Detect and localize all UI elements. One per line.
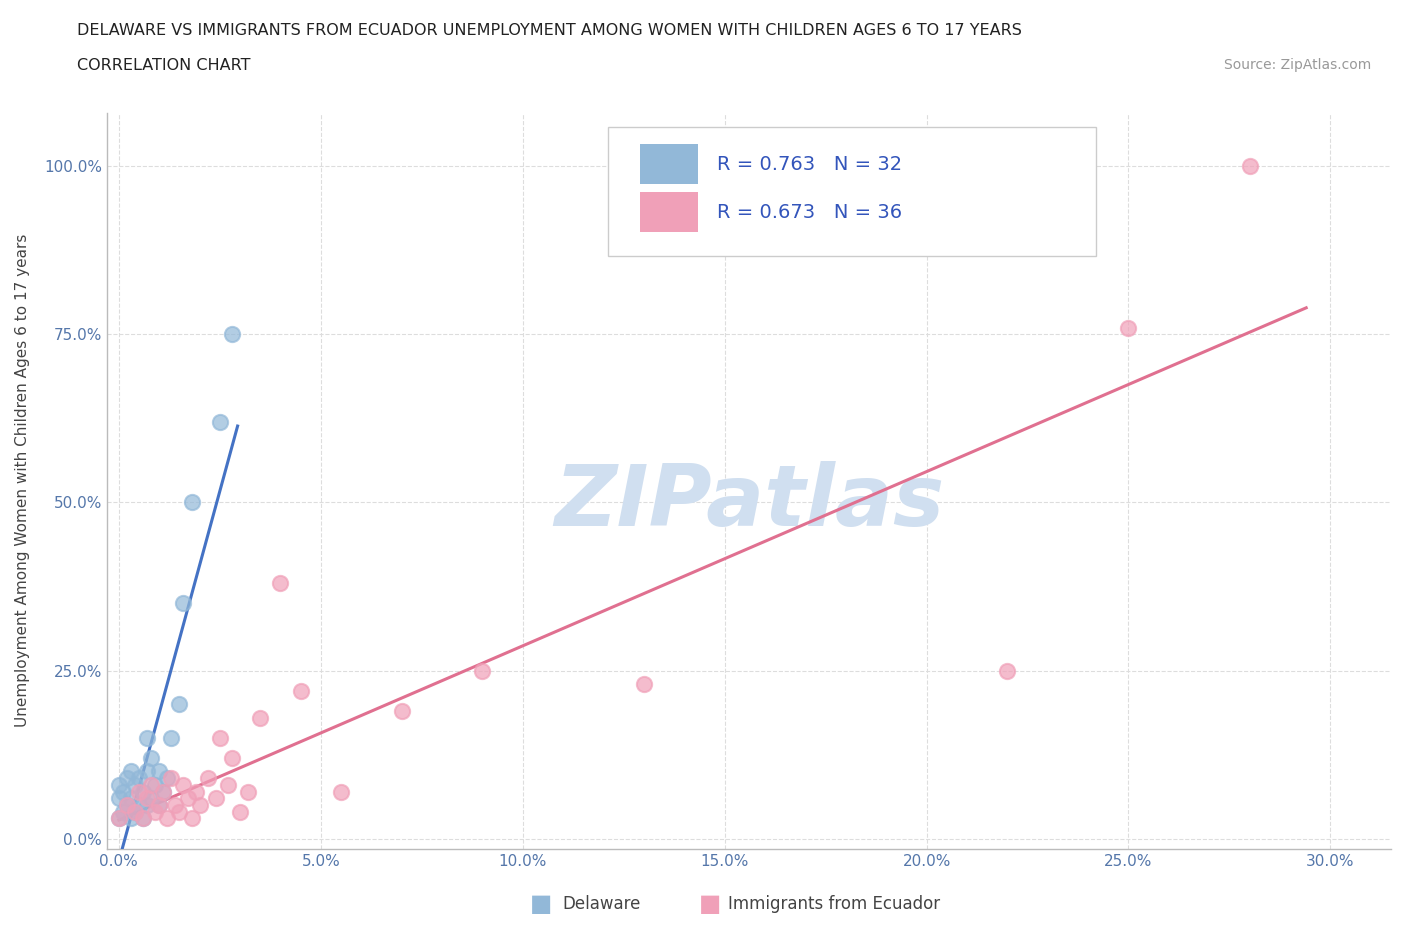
Point <box>221 751 243 765</box>
Text: Delaware: Delaware <box>562 895 641 913</box>
Point <box>995 663 1018 678</box>
Point <box>180 495 202 510</box>
Point <box>152 784 174 799</box>
Point <box>111 804 134 819</box>
Point <box>221 327 243 342</box>
Point <box>120 811 142 826</box>
Y-axis label: Unemployment Among Women with Children Ages 6 to 17 years: Unemployment Among Women with Children A… <box>15 234 30 727</box>
Point <box>184 784 207 799</box>
Point <box>148 764 170 778</box>
Point <box>229 804 252 819</box>
Text: Immigrants from Ecuador: Immigrants from Ecuador <box>728 895 941 913</box>
Point <box>290 684 312 698</box>
Point <box>120 790 142 805</box>
Point <box>165 798 187 813</box>
Point <box>136 790 159 805</box>
Point <box>391 703 413 718</box>
Point <box>132 784 155 799</box>
Point <box>115 798 138 813</box>
Point <box>132 811 155 826</box>
Text: ■: ■ <box>530 892 553 916</box>
FancyBboxPatch shape <box>607 127 1095 256</box>
Point <box>160 730 183 745</box>
Point <box>1239 159 1261 174</box>
Bar <box>640 192 697 232</box>
Point <box>156 771 179 786</box>
Point <box>141 751 163 765</box>
Point <box>120 764 142 778</box>
Point <box>111 784 134 799</box>
Point <box>143 777 166 792</box>
Point <box>197 771 219 786</box>
Point <box>160 771 183 786</box>
Point <box>217 777 239 792</box>
Point <box>1118 320 1140 335</box>
Point <box>172 777 194 792</box>
Text: ■: ■ <box>699 892 721 916</box>
Point <box>249 711 271 725</box>
Point <box>633 676 655 691</box>
Point <box>124 777 146 792</box>
Point <box>169 804 191 819</box>
Point <box>176 790 198 805</box>
Point <box>124 804 146 819</box>
Point <box>180 811 202 826</box>
Point <box>471 663 494 678</box>
Point <box>128 798 150 813</box>
Text: CORRELATION CHART: CORRELATION CHART <box>77 58 250 73</box>
Point <box>269 576 291 591</box>
Point <box>108 777 131 792</box>
Point <box>124 804 146 819</box>
Point <box>330 784 353 799</box>
Text: Source: ZipAtlas.com: Source: ZipAtlas.com <box>1223 58 1371 72</box>
Point <box>115 771 138 786</box>
Point <box>136 730 159 745</box>
Point <box>148 798 170 813</box>
Point <box>208 730 231 745</box>
Point <box>141 790 163 805</box>
Point <box>143 804 166 819</box>
Text: DELAWARE VS IMMIGRANTS FROM ECUADOR UNEMPLOYMENT AMONG WOMEN WITH CHILDREN AGES : DELAWARE VS IMMIGRANTS FROM ECUADOR UNEM… <box>77 23 1022 38</box>
Point <box>115 798 138 813</box>
Point <box>141 777 163 792</box>
Point <box>136 798 159 813</box>
Point <box>108 790 131 805</box>
Text: R = 0.763   N = 32: R = 0.763 N = 32 <box>717 154 901 174</box>
Point <box>136 764 159 778</box>
Point <box>208 415 231 430</box>
Bar <box>640 144 697 184</box>
Text: R = 0.673   N = 36: R = 0.673 N = 36 <box>717 203 901 221</box>
Point <box>132 811 155 826</box>
Point <box>204 790 226 805</box>
Point <box>169 697 191 711</box>
Point <box>128 771 150 786</box>
Point <box>128 784 150 799</box>
Point <box>188 798 211 813</box>
Text: ZIPatlas: ZIPatlas <box>554 461 943 544</box>
Point <box>148 798 170 813</box>
Point <box>108 811 131 826</box>
Point <box>236 784 259 799</box>
Point <box>172 596 194 611</box>
Point <box>156 811 179 826</box>
Point <box>152 784 174 799</box>
Point <box>108 811 131 826</box>
